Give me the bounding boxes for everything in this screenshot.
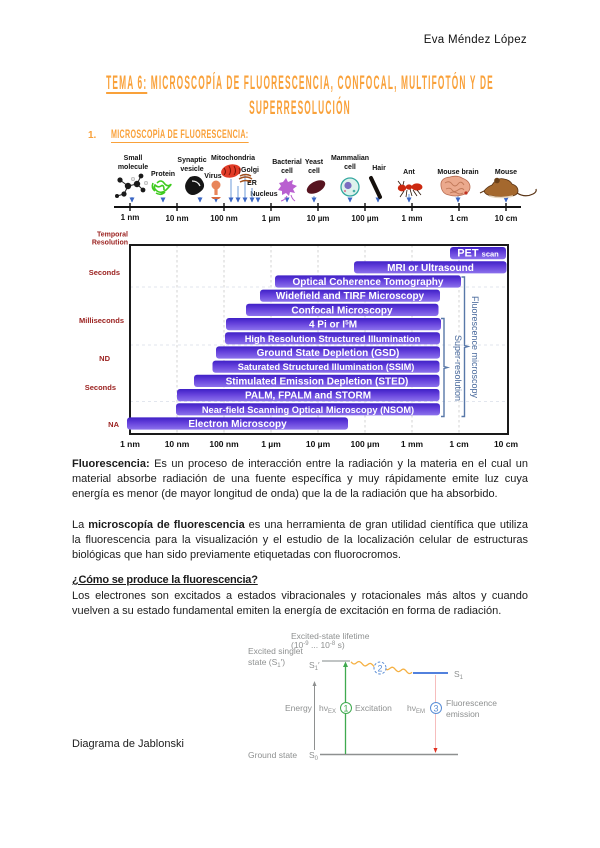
svg-text:Small: Small [124, 155, 143, 162]
svg-text:ND: ND [99, 354, 110, 363]
svg-text:1 nm: 1 nm [120, 439, 140, 449]
svg-text:10 cm: 10 cm [495, 214, 518, 223]
svg-text:4 Pi or I5M: 4 Pi or I5M [309, 320, 357, 331]
svg-text:10 nm: 10 nm [165, 214, 188, 223]
svg-text:100 nm: 100 nm [210, 214, 238, 223]
svg-text:Protein: Protein [151, 171, 175, 178]
svg-text:Ground State Depletion (GSD): Ground State Depletion (GSD) [257, 348, 400, 359]
svg-text:S1: S1 [454, 669, 464, 681]
svg-text:Hair: Hair [372, 165, 386, 172]
svg-text:10 cm: 10 cm [494, 439, 519, 449]
svg-text:Fluorescence: Fluorescence [446, 698, 497, 708]
svg-text:1 mm: 1 mm [402, 214, 423, 223]
svg-text:Fluorescence microscopy: Fluorescence microscopy [470, 296, 480, 399]
svg-text:Temporal: Temporal [97, 232, 128, 239]
svg-text:10 µm: 10 µm [307, 214, 330, 223]
svg-text:3: 3 [433, 704, 438, 714]
svg-text:Yeast: Yeast [305, 159, 324, 166]
svg-text:Widefield and TIRF Microscopy: Widefield and TIRF Microscopy [276, 291, 425, 302]
svg-text:cell: cell [308, 168, 320, 175]
svg-text:Stimulated Emission Depletion: Stimulated Emission Depletion (STED) [226, 376, 409, 387]
svg-text:10 nm: 10 nm [165, 439, 190, 449]
svg-text:1 µm: 1 µm [262, 214, 280, 223]
svg-text:PALM, FPALM and STORM: PALM, FPALM and STORM [245, 391, 371, 402]
svg-text:hνEX: hνEX [319, 703, 336, 715]
svg-text:PET scan: PET scan [457, 248, 499, 260]
svg-text:1 mm: 1 mm [401, 439, 424, 449]
svg-text:2: 2 [377, 664, 382, 674]
svg-text:Mammalian: Mammalian [331, 155, 369, 162]
svg-text:Nucleus: Nucleus [250, 191, 277, 198]
svg-text:100 µm: 100 µm [351, 439, 380, 449]
svg-text:Resolution: Resolution [92, 240, 128, 247]
svg-text:Confocal Microscopy: Confocal Microscopy [291, 305, 393, 316]
svg-text:cell: cell [344, 164, 356, 171]
svg-text:Optical Coherence Tomography: Optical Coherence Tomography [293, 277, 444, 288]
svg-text:Near-field Scanning Optical Mi: Near-field Scanning Optical Microscopy (… [202, 405, 414, 415]
svg-text:molecule: molecule [118, 164, 148, 171]
svg-text:Excited singlet: Excited singlet [248, 646, 303, 656]
svg-text:Seconds: Seconds [89, 268, 120, 277]
svg-text:Mitochondria: Mitochondria [211, 155, 255, 162]
svg-text:1: 1 [343, 704, 348, 714]
svg-text:Super-resolution: Super-resolution [453, 335, 463, 401]
svg-text:Synaptic: Synaptic [177, 157, 206, 164]
svg-text:Electron Microscopy: Electron Microscopy [188, 419, 287, 430]
svg-text:Milliseconds: Milliseconds [79, 316, 124, 325]
svg-text:Excited-state lifetime: Excited-state lifetime [291, 631, 370, 641]
svg-text:1 cm: 1 cm [449, 439, 469, 449]
svg-text:emission: emission [446, 709, 480, 719]
svg-text:100 nm: 100 nm [209, 439, 239, 449]
svg-text:10 µm: 10 µm [306, 439, 331, 449]
svg-text:S1′: S1′ [309, 660, 320, 672]
svg-text:Mouse brain: Mouse brain [437, 169, 478, 176]
svg-text:Mouse: Mouse [495, 169, 517, 176]
svg-text:1 µm: 1 µm [261, 439, 281, 449]
svg-text:Bacterial: Bacterial [272, 159, 302, 166]
svg-text:cell: cell [281, 168, 293, 175]
svg-text:Saturated Structured Illuminat: Saturated Structured Illumination (SSIM) [238, 362, 415, 372]
svg-text:hνEM: hνEM [407, 703, 425, 715]
svg-text:Energy: Energy [285, 703, 313, 713]
svg-text:MRI or Ultrasound: MRI or Ultrasound [387, 263, 474, 274]
svg-text:Excitation: Excitation [355, 703, 392, 713]
svg-text:ER: ER [247, 180, 257, 187]
svg-text:state (S1′): state (S1′) [248, 657, 285, 669]
svg-text:100 µm: 100 µm [351, 214, 378, 223]
svg-text:(10-9 ... 10-8 s): (10-9 ... 10-8 s) [291, 640, 345, 650]
svg-text:Seconds: Seconds [85, 383, 116, 392]
svg-text:NA: NA [108, 420, 119, 429]
svg-text:S0: S0 [309, 750, 319, 762]
svg-text:Ant: Ant [403, 169, 415, 176]
svg-text:Virus: Virus [204, 173, 221, 180]
svg-text:Golgi: Golgi [241, 167, 259, 174]
svg-text:Ground state: Ground state [248, 750, 297, 760]
svg-text:1 nm: 1 nm [121, 213, 140, 222]
svg-text:vesicle: vesicle [180, 166, 203, 173]
svg-text:High Resolution Structured Ill: High Resolution Structured Illumination [245, 334, 421, 344]
svg-text:1 cm: 1 cm [450, 214, 468, 223]
